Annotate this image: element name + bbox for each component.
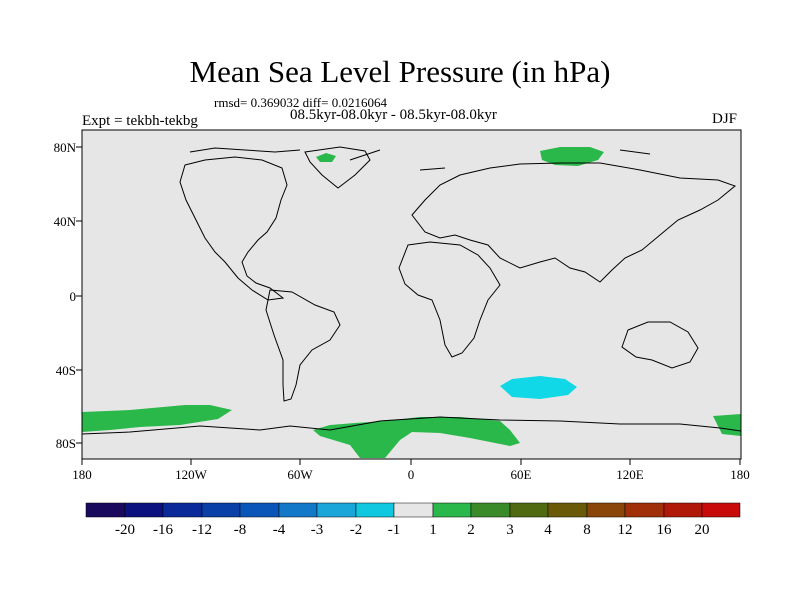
colorbar-swatch-15 [624, 502, 665, 518]
map-title: Mean Sea Level Pressure (in hPa) [189, 54, 611, 89]
colorbar-swatch-10 [432, 502, 472, 518]
colorbar-swatch-2 [124, 502, 164, 518]
colorbar-label: -1 [387, 522, 401, 538]
lon-tick-60w: 60W [287, 467, 313, 482]
colorbar-label: -4 [272, 522, 286, 538]
coast-europe-asia [411, 162, 737, 283]
colorbar-swatch-6 [278, 502, 318, 518]
colorbar-label: 1 [429, 522, 437, 538]
coast-australia [621, 321, 699, 369]
lon-tick-0: 0 [407, 467, 415, 482]
lat-tick-80n: 80N [53, 140, 76, 155]
coast-africa [398, 241, 501, 358]
colorbar-swatch-8 [355, 502, 395, 518]
anomaly-southern-pacific [82, 405, 232, 432]
colorbar-swatch-5 [239, 502, 280, 518]
colorbar-swatch-12 [509, 502, 549, 518]
period-label: 08.5kyr-08.0kyr - 08.5kyr-08.0kyr [290, 107, 497, 123]
colorbar-label: 12 [617, 522, 633, 538]
anomaly-fills [82, 147, 741, 458]
colorbar-swatch-11 [470, 502, 511, 518]
coast-greenland [304, 146, 371, 189]
colorbar-label: 2 [467, 522, 475, 538]
colorbar-swatch-13 [547, 502, 588, 518]
lat-tick-80s: 80S [55, 436, 76, 451]
lon-tick-180e: 180 [730, 467, 750, 482]
coast-arctic-islands [189, 147, 651, 171]
colorbar-label: -20 [115, 522, 135, 538]
lat-tick-40s: 40S [55, 363, 76, 378]
anomaly-greenland [316, 153, 336, 162]
colorbar-swatch-14 [586, 502, 626, 518]
axis-ticks [76, 146, 741, 465]
lon-tick-120e: 120E [616, 467, 644, 482]
anomaly-arctic-siberia [540, 147, 604, 166]
colorbar-label: 8 [583, 522, 591, 538]
colorbar-swatch-17 [701, 502, 741, 518]
colorbar-swatch-7 [316, 502, 357, 518]
lat-tick-40n: 40N [53, 214, 76, 229]
colorbar-label: 4 [544, 522, 552, 538]
colorbar-label: 16 [656, 522, 672, 538]
coast-south-america [265, 289, 341, 402]
anomaly-antarctic-east [313, 417, 520, 458]
lon-tick-60e: 60E [510, 467, 532, 482]
colorbar-swatch-3 [162, 502, 203, 518]
colorbar-label: -2 [349, 522, 363, 538]
coast-north-america [179, 156, 288, 301]
colorbar-label: 20 [694, 522, 710, 538]
colorbar-swatch-9 [393, 502, 434, 518]
colorbar-label: -16 [153, 522, 173, 538]
coastlines [81, 146, 742, 435]
anomaly-southern-indian-ocean [500, 376, 577, 399]
colorbar-label: 3 [506, 522, 514, 538]
coast-antarctica [81, 416, 742, 435]
colorbar-label: -8 [233, 522, 247, 538]
colorbar-label: -12 [192, 522, 212, 538]
colorbar-swatch-1 [85, 502, 126, 518]
colorbar-swatch-4 [201, 502, 241, 518]
lon-tick-180w: 180 [72, 467, 92, 482]
rmsd-diff-stats: rmsd= 0.369032 diff= 0.0216064 [214, 95, 387, 110]
colorbar-label: -3 [310, 522, 324, 538]
lat-tick-0: 0 [69, 289, 77, 304]
colorbar [85, 502, 741, 518]
experiment-label: Expt = tekbh-tekbg [82, 113, 198, 129]
lon-tick-120w: 120W [175, 467, 207, 482]
colorbar-swatch-16 [663, 502, 703, 518]
season-label: DJF [712, 111, 738, 127]
map-background [82, 130, 741, 459]
